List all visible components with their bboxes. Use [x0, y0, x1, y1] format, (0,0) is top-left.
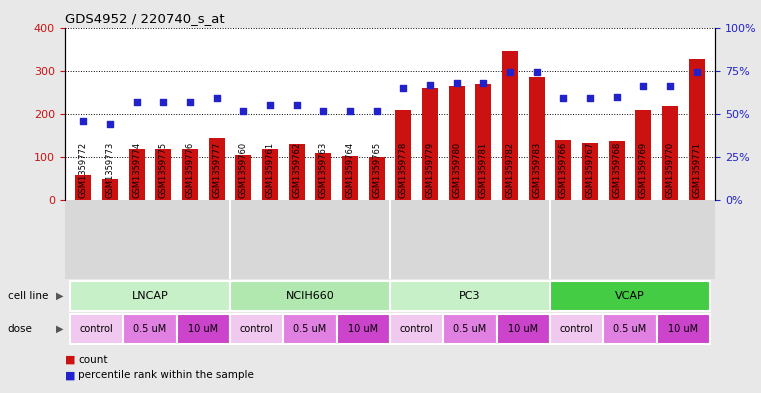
Text: PC3: PC3	[459, 291, 481, 301]
Bar	[635, 110, 651, 200]
Bar	[288, 144, 304, 200]
Bar	[129, 149, 145, 200]
Bar	[497, 314, 550, 344]
Text: VCAP: VCAP	[615, 291, 645, 301]
Text: 10 uM: 10 uM	[668, 324, 699, 334]
Bar	[177, 314, 230, 344]
Bar	[209, 138, 224, 200]
Bar	[449, 86, 465, 200]
Bar	[155, 149, 171, 200]
Text: dose: dose	[8, 324, 33, 334]
Text: control: control	[400, 324, 434, 334]
Point	[317, 107, 330, 114]
Point	[637, 83, 649, 90]
Point	[397, 85, 409, 91]
Point	[78, 118, 90, 124]
Point	[451, 80, 463, 86]
Bar	[603, 314, 657, 344]
Text: ▶: ▶	[56, 291, 63, 301]
Text: ■: ■	[65, 354, 75, 365]
Bar	[529, 77, 545, 200]
Bar	[396, 110, 412, 200]
Point	[264, 102, 276, 108]
Text: 10 uM: 10 uM	[508, 324, 538, 334]
Bar	[230, 281, 390, 311]
Text: count: count	[78, 354, 108, 365]
Bar	[368, 157, 384, 200]
Point	[424, 81, 436, 88]
Bar	[550, 314, 603, 344]
Bar	[70, 281, 230, 311]
Point	[504, 69, 516, 75]
Bar	[336, 314, 390, 344]
Text: ▶: ▶	[56, 324, 63, 334]
Point	[131, 99, 143, 105]
Bar	[422, 88, 438, 200]
Bar	[609, 141, 625, 200]
Text: 0.5 uM: 0.5 uM	[133, 324, 167, 334]
Bar	[502, 51, 518, 200]
Point	[211, 95, 223, 101]
Bar	[123, 314, 177, 344]
Point	[237, 107, 250, 114]
Text: percentile rank within the sample: percentile rank within the sample	[78, 370, 254, 380]
Text: cell line: cell line	[8, 291, 48, 301]
Text: 10 uM: 10 uM	[349, 324, 378, 334]
Text: control: control	[560, 324, 594, 334]
Point	[690, 69, 702, 75]
Point	[104, 121, 116, 127]
Bar	[70, 314, 123, 344]
Bar	[550, 281, 710, 311]
Bar	[689, 59, 705, 200]
Text: LNCAP: LNCAP	[132, 291, 168, 301]
Bar	[75, 175, 91, 200]
Bar	[230, 314, 283, 344]
Text: GDS4952 / 220740_s_at: GDS4952 / 220740_s_at	[65, 12, 224, 25]
Bar	[182, 149, 198, 200]
Bar	[235, 155, 251, 200]
Point	[291, 102, 303, 108]
Bar	[102, 179, 118, 200]
Point	[184, 99, 196, 105]
Point	[530, 69, 543, 75]
Point	[610, 94, 622, 100]
Point	[371, 107, 383, 114]
Bar	[390, 281, 550, 311]
Bar	[262, 149, 278, 200]
Point	[557, 95, 569, 101]
Bar	[476, 84, 492, 200]
Text: control: control	[240, 324, 273, 334]
Point	[477, 80, 489, 86]
Bar	[556, 140, 572, 200]
Text: ■: ■	[65, 370, 75, 380]
Point	[584, 95, 596, 101]
Bar	[444, 314, 497, 344]
Bar	[342, 156, 358, 200]
Text: 0.5 uM: 0.5 uM	[613, 324, 647, 334]
Point	[344, 107, 356, 114]
Bar	[315, 153, 331, 200]
Bar	[283, 314, 336, 344]
Text: 0.5 uM: 0.5 uM	[294, 324, 326, 334]
Bar	[657, 314, 710, 344]
Point	[158, 99, 170, 105]
Bar	[582, 143, 598, 200]
Text: 0.5 uM: 0.5 uM	[454, 324, 486, 334]
Text: NCIH660: NCIH660	[285, 291, 334, 301]
Text: control: control	[80, 324, 113, 334]
Bar	[662, 106, 678, 200]
Text: 10 uM: 10 uM	[188, 324, 218, 334]
Bar	[390, 314, 444, 344]
Point	[664, 83, 676, 90]
